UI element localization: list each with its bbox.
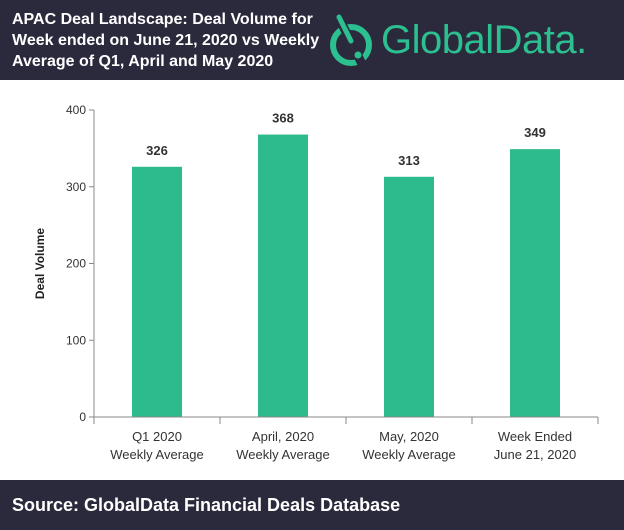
y-tick-label: 0 <box>79 410 86 424</box>
y-axis-label: Deal Volume <box>33 228 47 299</box>
x-tick-label: April, 2020 <box>252 429 314 444</box>
bar-chart: Deal Volume 0 100 200 300 400 326 368 313 349 Q… <box>33 103 599 462</box>
x-tick-label: Q1 2020 <box>132 429 182 444</box>
brand-name: GlobalData. <box>381 18 587 62</box>
globaldata-logo-icon <box>330 13 372 71</box>
x-tick-label: June 21, 2020 <box>494 447 576 462</box>
x-axis: Q1 2020 Weekly Average April, 2020 Weekly A… <box>93 416 599 462</box>
x-tick-label: Weekly Average <box>236 447 329 462</box>
bars: 326 368 313 349 <box>132 111 560 417</box>
x-tick-label: Weekly Average <box>110 447 203 462</box>
x-tick-label: Week Ended <box>498 429 572 444</box>
data-label: 326 <box>146 143 168 158</box>
header-banner: APAC Deal Landscape: Deal Volume for Wee… <box>0 0 624 80</box>
bar <box>258 134 308 417</box>
footer-banner: Source: GlobalData Financial Deals Datab… <box>0 480 624 530</box>
bar <box>132 166 182 417</box>
chart-title: APAC Deal Landscape: Deal Volume for Wee… <box>12 11 320 70</box>
y-tick-label: 200 <box>66 257 86 271</box>
bar <box>510 149 560 417</box>
x-tick-label: May, 2020 <box>379 429 439 444</box>
y-tick-label: 100 <box>66 333 86 347</box>
data-label: 368 <box>272 111 294 126</box>
bar <box>384 176 434 417</box>
y-tick-label: 400 <box>66 103 86 117</box>
data-label: 349 <box>524 125 546 140</box>
y-tick-label: 300 <box>66 180 86 194</box>
data-label: 313 <box>398 153 420 168</box>
x-tick-label: Weekly Average <box>362 447 455 462</box>
y-axis: 0 100 200 300 400 <box>66 103 95 424</box>
source-note: Source: GlobalData Financial Deals Datab… <box>12 495 401 515</box>
